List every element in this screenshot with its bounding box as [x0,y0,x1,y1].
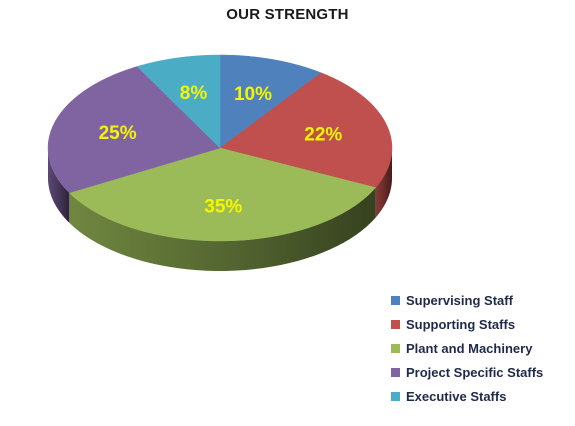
pie-side-supporting-staffs [375,148,392,218]
chart-title: OUR STRENGTH [226,6,349,23]
pie-slice-plant-and-machinery [68,147,377,242]
data-label-project-specific-staffs: 25% [99,123,137,144]
pie-sides [48,148,392,271]
legend-swatch [391,391,400,401]
legend-item-executive-staffs: Executive Staffs [391,384,543,408]
legend-item-project-specific-staffs: Project Specific Staffs [391,360,543,384]
data-label-supervising-staff: 10% [234,84,272,105]
legend-label: Plant and Machinery [406,340,533,356]
data-label-plant-and-machinery: 35% [204,197,242,218]
legend-label: Supervising Staff [406,292,513,308]
legend-label: Executive Staffs [406,388,507,404]
legend: Supervising Staff Supporting Staffs Plant … [391,288,543,408]
pie-slice-supervising-staff [219,54,322,149]
legend-swatch [391,367,400,377]
legend-label: Supporting Staffs [406,316,516,332]
pie-side-project-specific-staffs [48,148,70,223]
legend-swatch [391,319,400,329]
data-label-supporting-staffs: 22% [304,125,342,146]
pie-slice-executive-staffs [136,54,221,149]
pie-top [47,54,393,242]
legend-item-supporting-staffs: Supporting Staffs [391,312,543,336]
pie-labels: 10% 22% 35% 25% 8% [99,83,343,217]
legend-item-supervising-staff: Supervising Staff [391,288,543,312]
data-label-executive-staffs: 8% [180,83,208,104]
pie-slice-project-specific-staffs [47,66,221,194]
legend-label: Project Specific Staffs [406,364,544,380]
legend-swatch [391,295,400,305]
legend-item-plant-and-machinery: Plant and Machinery [391,336,543,360]
pie-side-plant-and-machinery [69,187,376,271]
legend-swatch [391,343,400,353]
